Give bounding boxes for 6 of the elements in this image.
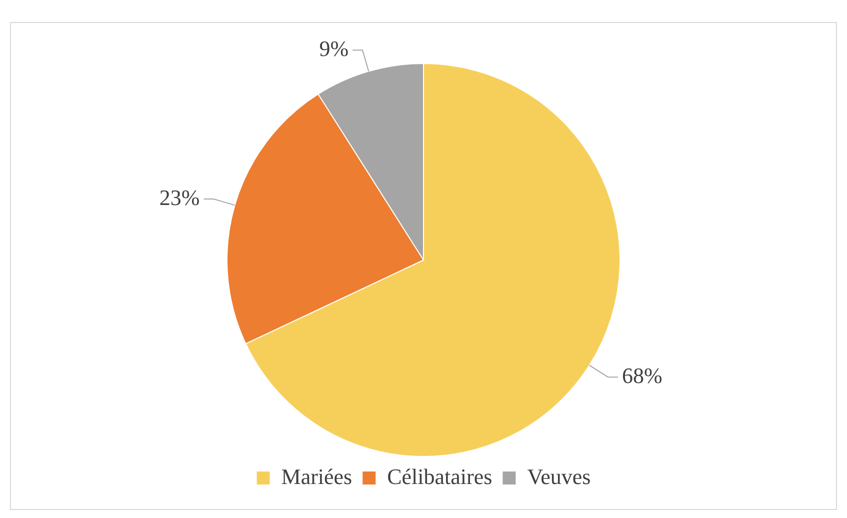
legend-label: Veuves xyxy=(527,464,591,489)
data-label: 23% xyxy=(159,184,200,210)
legend-label: Célibataires xyxy=(387,464,492,489)
data-label: 68% xyxy=(622,362,662,388)
data-label: 9% xyxy=(319,36,349,61)
legend-label: Mariées xyxy=(281,464,352,489)
